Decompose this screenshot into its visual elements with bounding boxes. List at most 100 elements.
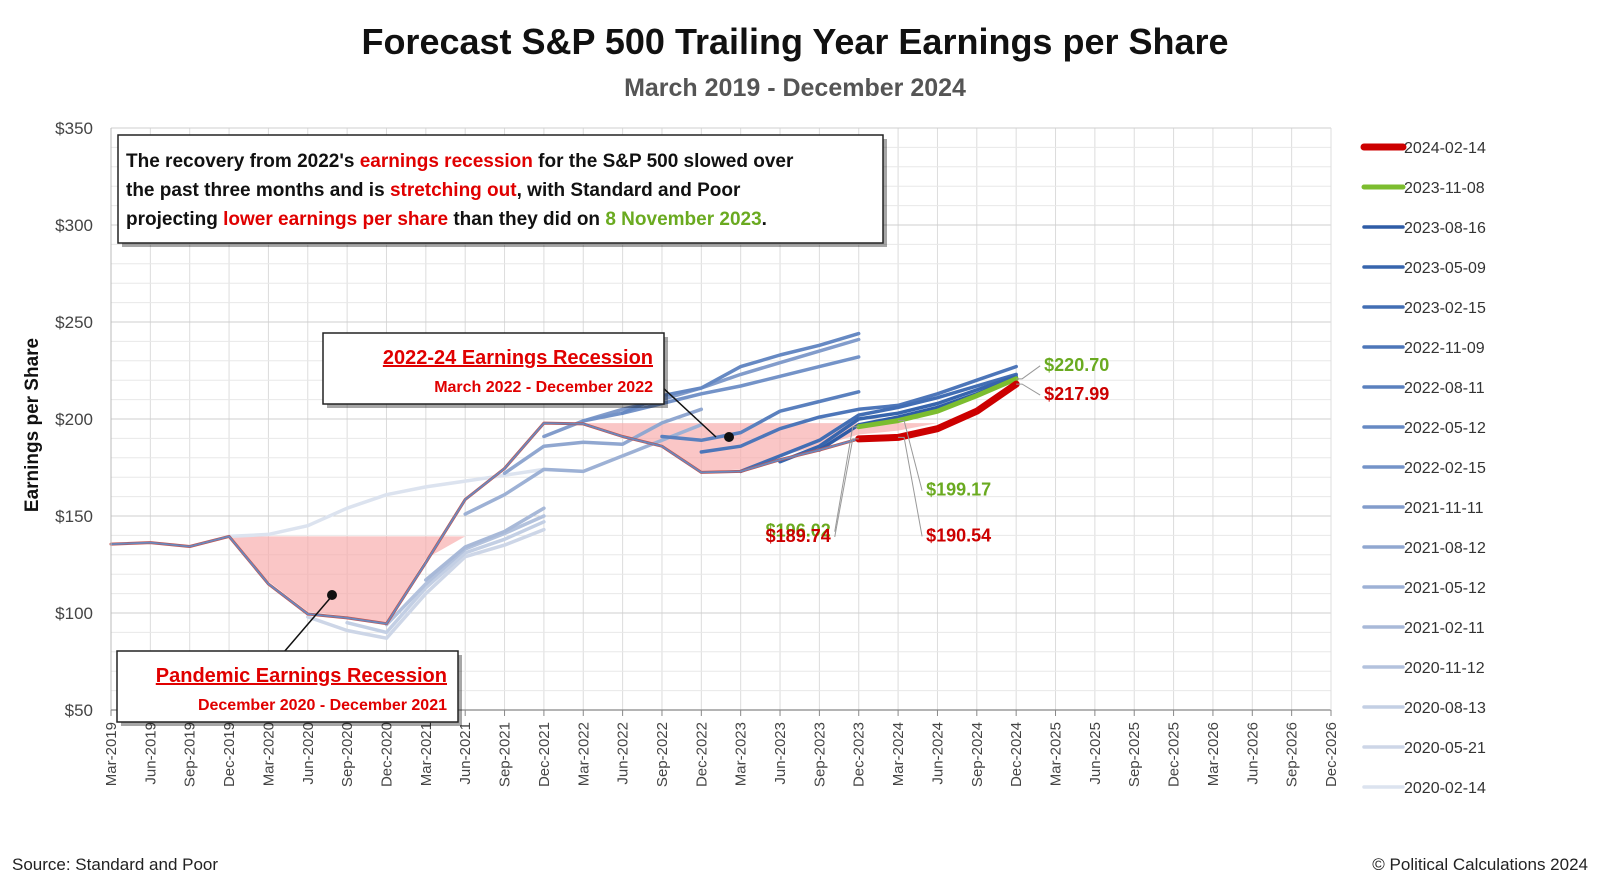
data-label-leader: [898, 436, 923, 537]
data-label-leader: [898, 420, 923, 491]
x-tick-label: Jun-2024: [929, 722, 946, 785]
x-tick-label: Dec-2024: [1008, 722, 1025, 787]
legend-label-2020-05-21: 2020-05-21: [1404, 740, 1486, 757]
legend-label-2021-08-12: 2021-08-12: [1404, 540, 1486, 557]
legend-label-2021-02-11: 2021-02-11: [1404, 620, 1485, 637]
x-tick-label: Mar-2025: [1048, 722, 1065, 786]
data-label-leader: [1016, 365, 1041, 380]
x-tick-label: Mar-2020: [260, 722, 277, 786]
legend-label-2020-08-13: 2020-08-13: [1404, 700, 1486, 717]
x-tick-label: Mar-2022: [575, 722, 592, 786]
x-tick-label: Sep-2019: [182, 722, 199, 787]
chart-subtitle: March 2019 - December 2024: [624, 74, 966, 102]
legend-label-2021-11-11: 2021-11-11: [1404, 500, 1484, 517]
x-tick-label: Mar-2021: [418, 722, 435, 786]
series-line-actual: [110, 422, 860, 625]
x-tick-label: Mar-2023: [733, 722, 750, 786]
data-label-leader: [834, 426, 859, 532]
series-line-2021-08-12: [502, 407, 704, 476]
x-tick-label: Dec-2019: [221, 722, 238, 787]
x-tick-label: Sep-2026: [1284, 722, 1301, 787]
legend-label-2023-11-08: 2023-11-08: [1404, 180, 1485, 197]
recession-2022-title: 2022-24 Earnings Recession: [383, 347, 653, 369]
legend-label-2022-11-09: 2022-11-09: [1404, 340, 1485, 357]
recession-2022-box: 2022-24 Earnings Recession March 2022 - …: [322, 332, 734, 442]
y-tick-label: $150: [55, 507, 93, 526]
legend-label-2020-02-14: 2020-02-14: [1404, 780, 1486, 797]
x-tick-label: Jun-2022: [615, 722, 632, 785]
x-tick-label: Dec-2021: [536, 722, 553, 787]
x-tick-label: Sep-2024: [969, 722, 986, 787]
x-tick-label: Mar-2019: [103, 722, 120, 786]
y-tick-label: $300: [55, 216, 93, 235]
x-tick-label: Dec-2025: [1166, 722, 1183, 787]
x-tick-label: Jun-2025: [1087, 722, 1104, 785]
y-tick-label: $350: [55, 119, 93, 138]
legend-label-2023-02-15: 2023-02-15: [1404, 300, 1486, 317]
annotation-box: The recovery from 2022's earnings recess…: [117, 134, 887, 247]
data-label-leader: [834, 438, 859, 537]
series-line-2022-11-09: [699, 364, 1018, 454]
legend-label-2022-05-12: 2022-05-12: [1404, 420, 1486, 437]
recession-2022-marker: [724, 432, 734, 442]
x-tick-label: Dec-2026: [1323, 722, 1340, 787]
pandemic-marker: [327, 590, 337, 600]
x-tick-label: Mar-2026: [1205, 722, 1222, 786]
pandemic-title: Pandemic Earnings Recession: [156, 665, 447, 687]
x-tick-label: Dec-2022: [693, 722, 710, 787]
series-line-2021-02-11: [424, 506, 546, 582]
recession-2022-subtitle: March 2022 - December 2022: [434, 379, 653, 396]
legend-label-2024-02-14: 2024-02-14: [1404, 140, 1486, 157]
annotation-line-2: the past three months and is stretching …: [126, 180, 741, 201]
series-line-2024-02-14: [855, 380, 1020, 443]
x-tick-label: Sep-2023: [811, 722, 828, 787]
legend-label-2020-11-12: 2020-11-12: [1404, 660, 1485, 677]
series-line-2020-08-13: [345, 520, 546, 635]
series-line-2021-05-12: [463, 423, 704, 516]
x-tick-label: Jun-2021: [457, 722, 474, 785]
data-label-leader: [1016, 383, 1041, 396]
series-line-2023-11-08: [856, 376, 1019, 430]
series-line-2023-02-15: [738, 372, 1018, 474]
legend-label-2021-05-12: 2021-05-12: [1404, 580, 1486, 597]
y-tick-labels: $50 $100 $150 $200 $250 $300 $350: [55, 119, 93, 720]
series-line-2020-05-21: [306, 527, 546, 640]
x-tick-label: Jun-2019: [142, 722, 159, 785]
series-line-2023-05-09: [778, 374, 1018, 464]
source-note: Source: Standard and Poor: [12, 855, 218, 874]
y-tick-label: $50: [65, 701, 93, 720]
x-tick-label: Sep-2022: [654, 722, 671, 787]
annotation-line-3: projecting lower earnings per share than…: [126, 209, 767, 230]
x-tick-label: Sep-2025: [1126, 722, 1143, 787]
data-label-2024-02-14: $190.54: [926, 525, 991, 545]
legend-label-2022-08-11: 2022-08-11: [1404, 380, 1485, 397]
x-tick-label: Dec-2023: [851, 722, 868, 787]
data-labels: $220.70 $217.99 $199.17 $190.54 $196.02$189.…: [766, 355, 1110, 546]
data-label-2023-11-08: $196.02: [766, 521, 831, 541]
x-tick-label: Jun-2023: [772, 722, 789, 785]
annotation-line-1: The recovery from 2022's earnings recess…: [126, 151, 794, 172]
y-tick-label: $200: [55, 410, 93, 429]
legend-label-2023-05-09: 2023-05-09: [1404, 260, 1486, 277]
y-tick-label: $100: [55, 604, 93, 623]
legend-label-2022-02-15: 2022-02-15: [1404, 460, 1486, 477]
data-label-2023-11-08: $199.17: [926, 480, 991, 500]
data-label-2024-02-14: $189.74: [766, 526, 831, 546]
pandemic-box: Pandemic Earnings Recession December 202…: [116, 590, 462, 726]
pandemic-subtitle: December 2020 - December 2021: [198, 697, 447, 714]
data-label-2023-11-08: $220.70: [1044, 355, 1109, 375]
y-axis-label: Earnings per Share: [22, 338, 43, 512]
series-line-2022-08-11: [660, 390, 861, 443]
legend-label-2023-08-16: 2023-08-16: [1404, 220, 1486, 237]
x-tick-label: Mar-2024: [890, 722, 907, 786]
x-tick-label: Jun-2020: [300, 722, 317, 785]
shade-pandemic-earnings-recession: [229, 536, 466, 623]
x-tick-label: Dec-2020: [378, 722, 395, 787]
series-group: [109, 331, 1020, 640]
x-tick-label: Jun-2026: [1244, 722, 1261, 785]
x-tick-label: Sep-2021: [497, 722, 514, 787]
copyright: © Political Calculations 2024: [1372, 855, 1588, 874]
legend: 2024-02-14 2023-11-08 2023-08-16 2023-05-09…: [1360, 140, 1486, 797]
x-tick-labels: Mar-2019 Jun-2019 Sep-2019 Dec-2019 Mar-2020…: [103, 722, 1340, 787]
